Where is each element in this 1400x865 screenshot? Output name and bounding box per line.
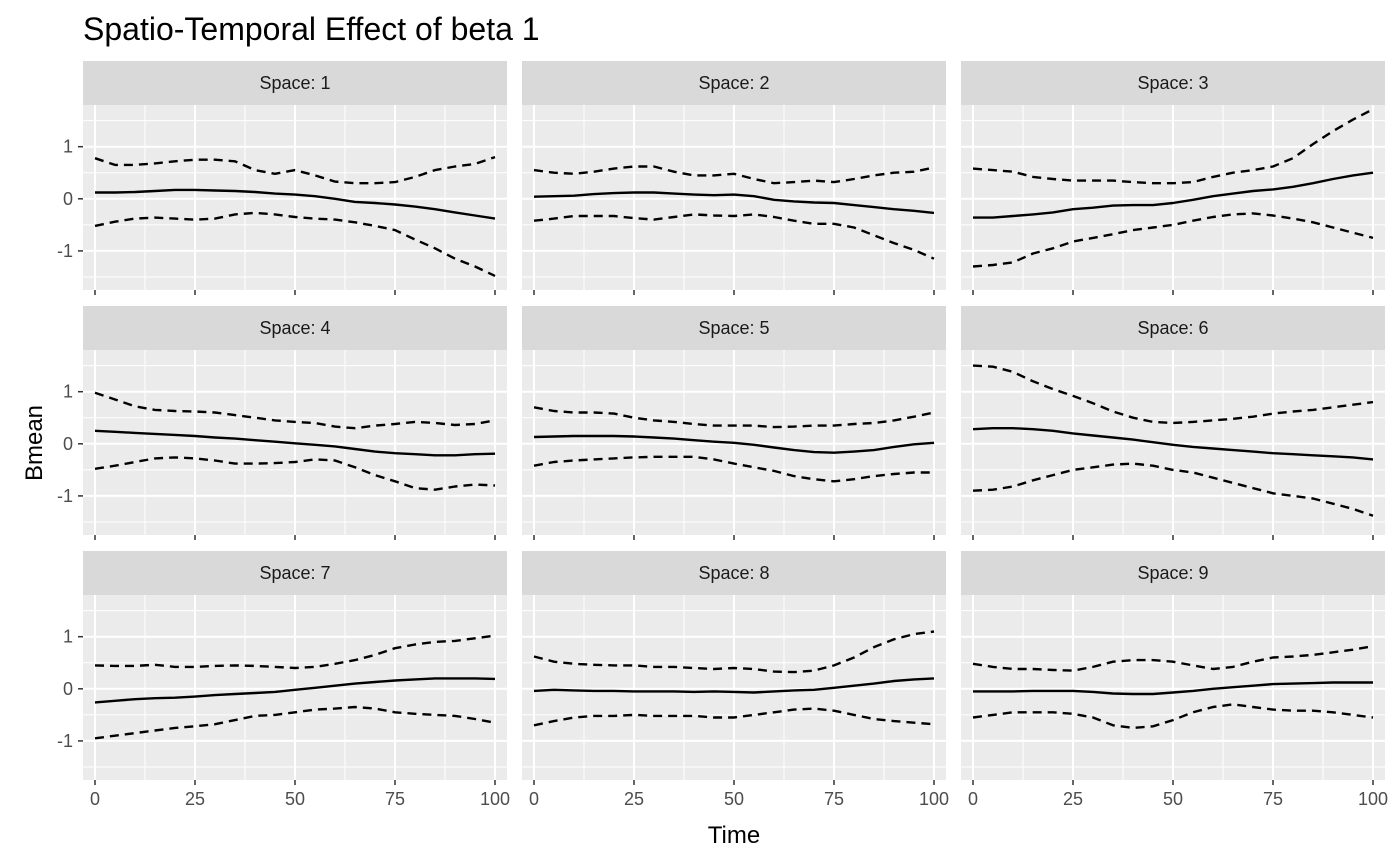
y-tick-label: 0: [63, 679, 73, 699]
mean-line: [972, 427, 1374, 461]
upper-bound-line: [94, 155, 496, 185]
facet-strip: [961, 61, 1385, 105]
lower-bound-line: [972, 462, 1374, 517]
x-tick-label: 25: [624, 789, 644, 809]
x-tick-label: 0: [529, 789, 539, 809]
lower-bound-line: [533, 455, 934, 483]
mean-line: [533, 434, 935, 454]
x-tick-label: 25: [185, 789, 205, 809]
lower-bound-line: [533, 707, 935, 727]
facet-strip-label: Space: 5: [698, 318, 769, 338]
facet-panel-3: Space: 3: [961, 61, 1385, 295]
upper-bound-line: [94, 634, 496, 670]
x-tick-label: 0: [968, 789, 978, 809]
x-tick-label: 75: [1263, 789, 1283, 809]
facet-strip: [83, 551, 507, 595]
y-tick-label: -1: [57, 241, 73, 261]
upper-bound-line: [972, 108, 1374, 185]
x-tick-label: 25: [1063, 789, 1083, 809]
x-tick-label: 100: [919, 789, 949, 809]
x-tick-label: 0: [90, 789, 100, 809]
mean-line: [533, 191, 935, 215]
mean-line: [973, 171, 1374, 219]
chart-title: Spatio-Temporal Effect of beta 1: [83, 11, 540, 47]
facet-strip-label: Space: 8: [698, 563, 769, 583]
mean-line: [533, 677, 935, 694]
lower-bound-line: [94, 211, 496, 277]
y-tick-label: 1: [63, 627, 73, 647]
lower-bound-line: [94, 705, 496, 740]
lower-bound-line: [94, 456, 496, 491]
y-tick-label: 1: [63, 137, 73, 157]
facet-strip: [83, 306, 507, 350]
lower-bound-line: [533, 213, 935, 260]
facet-strip-label: Space: 7: [259, 563, 330, 583]
y-tick-label: 1: [63, 382, 73, 402]
upper-bound-line: [94, 391, 496, 430]
x-tick-label: 75: [385, 789, 405, 809]
y-tick-label: -1: [57, 731, 73, 751]
upper-bound-line: [533, 630, 935, 674]
x-tick-label: 75: [824, 789, 844, 809]
facet-panel-2: Space: 2: [522, 61, 946, 295]
facet-strip: [522, 306, 946, 350]
x-tick-label: 50: [1163, 789, 1183, 809]
facet-strip-label: Space: 3: [1137, 73, 1208, 93]
lower-bound-line: [972, 703, 1374, 730]
upper-bound-line: [533, 165, 935, 185]
facet-strip-label: Space: 6: [1137, 318, 1208, 338]
y-tick-label: -1: [57, 486, 73, 506]
facet-panel-4: Space: 4 -1 0 1: [57, 306, 507, 540]
facet-panel-1: Space: 1 -1 0 1: [57, 61, 507, 295]
facet-strip-label: Space: 4: [259, 318, 330, 338]
facet-strip-label: Space: 2: [698, 73, 769, 93]
mean-line: [973, 681, 1373, 696]
facet-strip-label: Space: 1: [259, 73, 330, 93]
mean-line: [95, 188, 496, 220]
mean-line: [94, 429, 496, 457]
facet-panel-9: Space: 9 0 25 50 75 100: [961, 551, 1388, 809]
facet-strip: [961, 551, 1385, 595]
x-tick-label: 100: [480, 789, 510, 809]
facet-strip: [83, 61, 507, 105]
y-axis-title: Bmean: [21, 405, 48, 481]
facet-strip-label: Space: 9: [1137, 563, 1208, 583]
facet-strip: [961, 306, 1385, 350]
facet-strip: [522, 61, 946, 105]
mean-line: [94, 677, 496, 704]
y-tick-label: 0: [63, 189, 73, 209]
x-tick-label: 50: [724, 789, 744, 809]
facet-strip: [522, 551, 946, 595]
upper-bound-line: [972, 644, 1374, 672]
facet-panel-8: Space: 8 0 25 50 75 100: [522, 551, 949, 809]
facet-panel-7: Space: 7 -1 0 1 0 25 50 75 100: [57, 551, 510, 809]
x-tick-label: 50: [285, 789, 305, 809]
facet-panel-5: Space: 5: [522, 306, 946, 540]
y-tick-label: 0: [63, 434, 73, 454]
upper-bound-line: [533, 406, 935, 429]
facet-panel-6: Space: 6: [961, 306, 1385, 540]
x-axis-title: Time: [708, 822, 760, 849]
x-tick-label: 100: [1358, 789, 1388, 809]
